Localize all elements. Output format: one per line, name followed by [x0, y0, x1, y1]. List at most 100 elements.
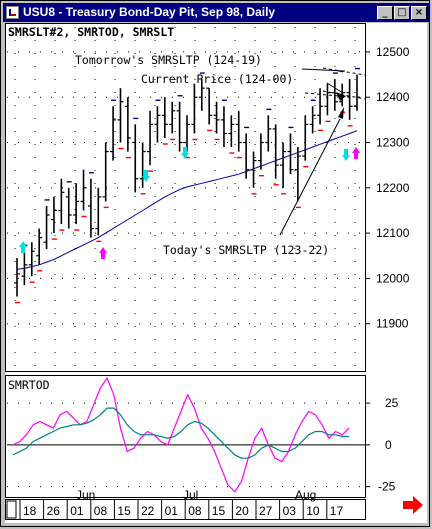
ohlc-bar [220, 106, 227, 148]
ohlc-bar [36, 228, 43, 265]
price-panel-header: SMRSLT#2, SMRTOD, SMRSLT [8, 25, 174, 39]
ohlc-bar [331, 79, 338, 111]
ohlc-bar [169, 101, 176, 134]
ohlc-bar [176, 101, 183, 152]
ohlc-bar [287, 133, 294, 175]
ohlc-bar [243, 133, 250, 179]
ohlc-bar [280, 142, 287, 188]
osc-lines [12, 377, 350, 493]
chart-svg[interactable]: SMRSLT#2, SMRTOD, SMRSLT SMRTOD 12500 124… [5, 23, 427, 523]
ohlc-bar [102, 142, 109, 202]
scroll-box[interactable] [6, 500, 17, 519]
current-arrowhead [336, 92, 346, 101]
ohlc-bar [161, 97, 168, 138]
day-tick-label: 17 [330, 504, 344, 518]
ohlc-bar [309, 106, 316, 134]
ohlc-bar [95, 187, 102, 236]
ohlc-bar [65, 187, 72, 229]
price-tick-label: 12000 [376, 271, 410, 285]
minimize-button[interactable]: _ [377, 6, 393, 20]
moving-average-layer [16, 130, 358, 270]
price-tick-label: 12200 [376, 181, 410, 195]
day-tick-label: 08 [188, 504, 202, 518]
ohlc-bar [154, 106, 161, 143]
scroll-right-icon[interactable] [403, 496, 423, 514]
month-label: Jun [76, 488, 95, 502]
day-tick-label: 26 [47, 504, 61, 518]
price-tick-label: 12300 [376, 136, 410, 150]
title-bar[interactable]: USU8 - Treasury Bond-Day Pit, Sep 98, Da… [3, 3, 429, 22]
signal-arrows [19, 147, 360, 259]
magenta-arrow-icon-1 [99, 247, 107, 259]
ohlc-bar [206, 87, 213, 125]
day-tick-label: 03 [283, 504, 297, 518]
ohlc-bar [117, 88, 124, 143]
osc-panel-header: SMRTOD [8, 378, 50, 392]
ohlc-bar [354, 74, 360, 111]
app-icon[interactable] [6, 6, 19, 19]
ohlc-bar [346, 79, 353, 120]
cyan-arrow-icon-3 [181, 147, 189, 159]
cyan-arrow-icon-4 [342, 149, 350, 161]
price-tick-label: 12400 [376, 90, 410, 104]
ohlc-bar [87, 178, 94, 238]
ohlc-bar [14, 258, 20, 297]
day-tick-label: 15 [117, 504, 131, 518]
ohlc-bar [250, 151, 257, 188]
osc-grid [7, 402, 365, 488]
cyan-arrow-icon-1 [19, 241, 27, 253]
ohlc-bar [198, 79, 205, 111]
ohlc-bar [139, 142, 146, 188]
cyan-arrow-icon-2 [142, 170, 150, 182]
month-label: Jul [183, 488, 198, 502]
osc-y-axis: 25 0 -25 [366, 396, 399, 494]
ohlc-bar [235, 110, 242, 152]
ohlc-bar [265, 115, 272, 152]
price-tick-label: 11900 [376, 317, 409, 331]
osc-tick-label: -25 [378, 480, 396, 494]
osc-series-line [12, 407, 349, 459]
ohlc-bar [213, 101, 220, 134]
ohlc-bar [43, 205, 50, 249]
osc-tick-label: 0 [385, 438, 392, 452]
ohlc-bar [191, 83, 198, 134]
osc-panel-frame [5, 375, 366, 498]
today-annotation: Today's SMRSLTP (123-22) [163, 243, 329, 257]
osc-series-line [12, 377, 350, 493]
day-tick-label: 22 [141, 504, 155, 518]
ohlc-bar [228, 115, 235, 148]
tomorrow-annotation: Tomorrow's SMRSLTP (124-19) [75, 53, 262, 67]
ohlc-bar [21, 251, 28, 286]
window-title: USU8 - Treasury Bond-Day Pit, Sep 98, Da… [23, 5, 276, 19]
moving-average-line [16, 130, 358, 270]
day-tick-label: 10 [306, 504, 320, 518]
ohlc-bar [147, 110, 154, 166]
ohlc-bar [58, 178, 65, 225]
osc-tick-label: 25 [385, 396, 399, 410]
ohlc-bar [302, 115, 309, 161]
ohlc-bar [294, 147, 301, 202]
ohlc-bar [272, 124, 279, 179]
ohlc-bar [80, 169, 87, 211]
ohlc-bar [28, 242, 35, 277]
price-panel-frame [5, 23, 366, 372]
month-label: Aug [295, 488, 316, 502]
ohlc-bar [257, 133, 264, 170]
ohlc-bar [184, 115, 190, 152]
magenta-arrow-icon-2 [352, 147, 360, 159]
maximize-button[interactable]: □ [394, 6, 410, 20]
ohlc-bars [14, 74, 360, 297]
signal-dashes [15, 67, 360, 304]
price-y-axis: 12500 12400 12300 12200 12100 12000 11900 [366, 45, 410, 331]
chart-area[interactable]: SMRSLT#2, SMRTOD, SMRSLT SMRTOD 12500 124… [5, 23, 427, 523]
day-tick-label: 01 [70, 504, 84, 518]
ohlc-bar [317, 88, 324, 125]
ohlc-bar [124, 97, 131, 152]
close-button[interactable]: × [411, 6, 427, 20]
price-tick-label: 12500 [376, 45, 410, 59]
day-tick-label: 15 [212, 504, 226, 518]
day-tick-label: 08 [94, 504, 108, 518]
ohlc-bar [73, 183, 80, 225]
ohlc-bar [110, 106, 117, 161]
